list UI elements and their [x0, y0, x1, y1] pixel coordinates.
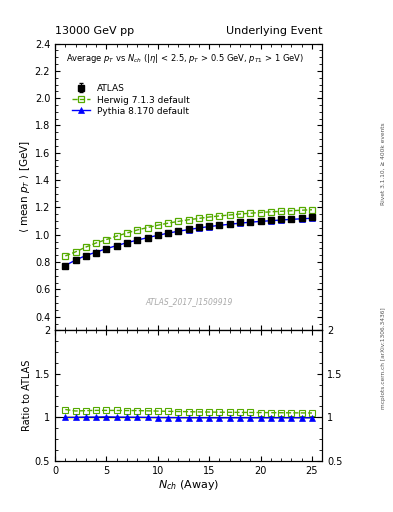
Pythia 8.170 default [196, 225, 201, 231]
Pythia 8.170 default [104, 246, 109, 252]
Pythia 8.170 default [145, 234, 150, 241]
Pythia 8.170 default [258, 218, 263, 224]
Herwig 7.1.3 default [135, 227, 140, 233]
Pythia 8.170 default [73, 257, 78, 263]
Herwig 7.1.3 default [176, 218, 181, 224]
Pythia 8.170 default [135, 237, 140, 243]
Herwig 7.1.3 default [268, 209, 273, 215]
Herwig 7.1.3 default [228, 212, 232, 218]
Pythia 8.170 default [114, 243, 119, 249]
Herwig 7.1.3 default [196, 216, 201, 222]
Pythia 8.170 default [268, 218, 273, 224]
Herwig 7.1.3 default [156, 222, 160, 228]
Herwig 7.1.3 default [114, 233, 119, 239]
Herwig 7.1.3 default [258, 209, 263, 216]
Text: Average $p_T$ vs $N_{ch}$ ($|\eta|$ < 2.5, $p_T$ > 0.5 GeV, $p_{T1}$ > 1 GeV): Average $p_T$ vs $N_{ch}$ ($|\eta|$ < 2.… [66, 52, 304, 65]
Herwig 7.1.3 default [310, 207, 314, 213]
Text: 13000 GeV pp: 13000 GeV pp [55, 26, 134, 36]
Y-axis label: Ratio to ATLAS: Ratio to ATLAS [22, 360, 32, 431]
Text: Underlying Event: Underlying Event [226, 26, 322, 36]
Pythia 8.170 default [299, 216, 304, 222]
Pythia 8.170 default [279, 217, 283, 223]
Herwig 7.1.3 default [186, 217, 191, 223]
Herwig 7.1.3 default [63, 253, 68, 259]
Herwig 7.1.3 default [238, 211, 242, 217]
Pythia 8.170 default [217, 222, 222, 228]
Pythia 8.170 default [94, 249, 99, 255]
Herwig 7.1.3 default [125, 230, 129, 236]
Herwig 7.1.3 default [104, 237, 109, 243]
Herwig 7.1.3 default [83, 244, 88, 250]
Pythia 8.170 default [207, 224, 211, 230]
Pythia 8.170 default [186, 226, 191, 232]
Herwig 7.1.3 default [299, 207, 304, 214]
Pythia 8.170 default [156, 232, 160, 239]
Text: Rivet 3.1.10, ≥ 400k events: Rivet 3.1.10, ≥ 400k events [381, 122, 386, 205]
Pythia 8.170 default [166, 230, 171, 236]
Herwig 7.1.3 default [166, 220, 171, 226]
Pythia 8.170 default [248, 219, 253, 225]
Y-axis label: $\langle$ mean $p_T$ $\rangle$ [GeV]: $\langle$ mean $p_T$ $\rangle$ [GeV] [18, 140, 32, 233]
Herwig 7.1.3 default [217, 213, 222, 219]
Legend: ATLAS, Herwig 7.1.3 default, Pythia 8.170 default: ATLAS, Herwig 7.1.3 default, Pythia 8.17… [70, 82, 192, 118]
Herwig 7.1.3 default [94, 240, 99, 246]
Pythia 8.170 default [83, 252, 88, 259]
Text: ATLAS_2017_I1509919: ATLAS_2017_I1509919 [145, 297, 232, 306]
Herwig 7.1.3 default [279, 208, 283, 215]
Text: mcplots.cern.ch [arXiv:1306.3436]: mcplots.cern.ch [arXiv:1306.3436] [381, 308, 386, 409]
Herwig 7.1.3 default [289, 208, 294, 214]
Herwig 7.1.3 default [145, 224, 150, 230]
Herwig 7.1.3 default [207, 214, 211, 220]
Pythia 8.170 default [228, 221, 232, 227]
Pythia 8.170 default [310, 215, 314, 221]
Pythia 8.170 default [63, 263, 68, 269]
Line: Pythia 8.170 default: Pythia 8.170 default [62, 215, 315, 269]
Herwig 7.1.3 default [248, 210, 253, 216]
Herwig 7.1.3 default [73, 249, 78, 255]
Pythia 8.170 default [176, 228, 181, 234]
Pythia 8.170 default [125, 240, 129, 246]
Pythia 8.170 default [238, 220, 242, 226]
Pythia 8.170 default [289, 216, 294, 222]
Line: Herwig 7.1.3 default: Herwig 7.1.3 default [62, 207, 315, 259]
X-axis label: $N_{ch}$ (Away): $N_{ch}$ (Away) [158, 478, 219, 493]
